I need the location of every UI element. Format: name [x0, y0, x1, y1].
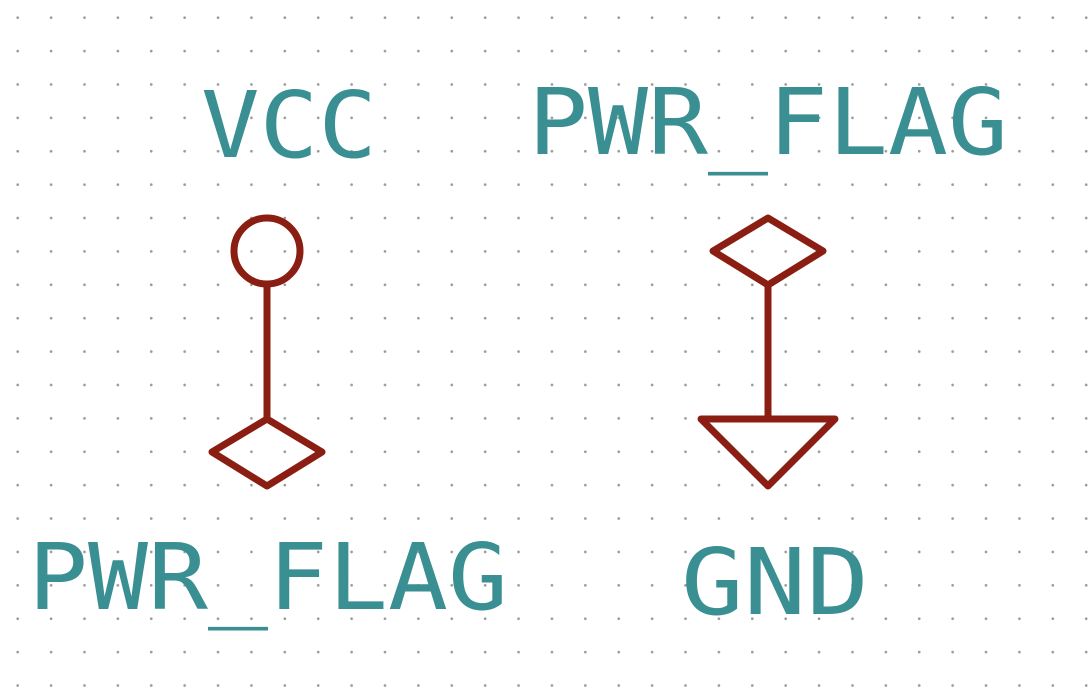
gnd-power-symbol[interactable] — [697, 415, 839, 490]
pwr-flag-diamond-icon — [208, 415, 326, 490]
pwr-flag-diamond-icon — [709, 214, 827, 289]
pwr-flag-bottom-symbol[interactable] — [208, 415, 326, 490]
pwr-flag-top-label: PWR_FLAG — [528, 69, 1008, 176]
pwr-flag-bottom-label: PWR_FLAG — [28, 524, 508, 631]
vcc-power-symbol[interactable] — [230, 214, 304, 423]
vcc-label: VCC — [201, 72, 377, 179]
pwr-flag-top-symbol[interactable] — [709, 214, 827, 423]
gnd-triangle-icon — [697, 415, 839, 490]
vcc-circle-icon — [230, 214, 304, 288]
gnd-label: GND — [681, 529, 869, 636]
